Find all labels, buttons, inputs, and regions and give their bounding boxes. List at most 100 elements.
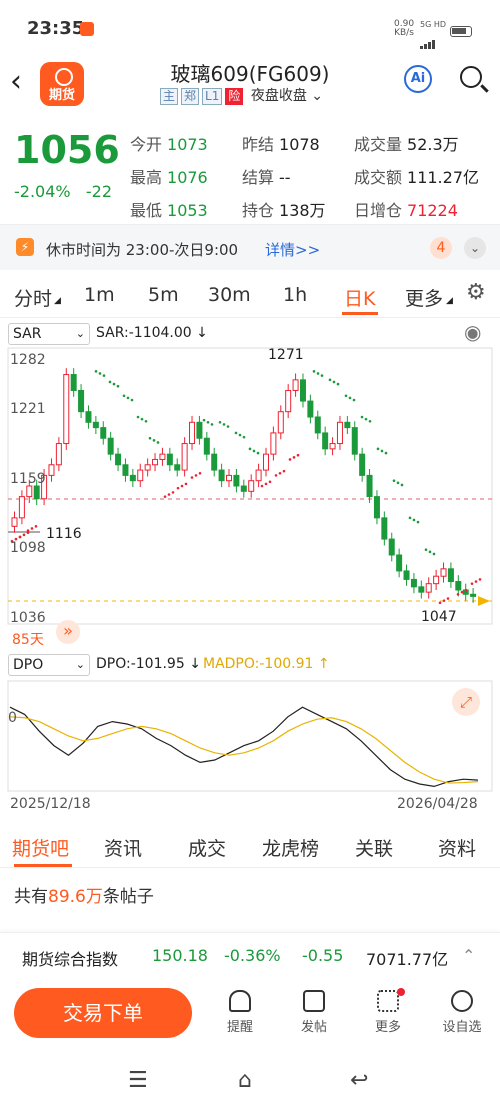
candle <box>322 432 329 450</box>
more-button[interactable]: 更多 <box>358 990 418 1035</box>
grid-icon <box>377 990 399 1012</box>
tab-related[interactable]: 关联 <box>355 838 394 860</box>
index-amount: 7071.77亿 <box>366 950 449 969</box>
sar-dot <box>380 449 384 453</box>
sar-dot <box>408 516 412 520</box>
madpo-value: MADPO:-100.91 ↑ <box>203 656 330 672</box>
trade-button[interactable]: 交易下单 <box>14 988 192 1038</box>
tab-forum[interactable]: 期货吧 <box>12 838 70 860</box>
tab-1m[interactable]: 1m <box>84 284 115 306</box>
low-value: 1053 <box>167 201 208 220</box>
tab-info[interactable]: 资料 <box>438 838 477 860</box>
low-label: 最低 <box>130 201 163 220</box>
sar-dot <box>152 439 156 442</box>
candle <box>255 469 262 482</box>
end-date: 2026/04/28 <box>397 796 478 812</box>
sar-dot <box>140 417 144 421</box>
eye-icon[interactable]: ◉ <box>464 320 482 344</box>
open-label: 今开 <box>130 135 163 154</box>
status-bar: 23:35 0.90 KB/s 5G HD <box>0 0 500 58</box>
candle <box>359 453 366 476</box>
expand-icon[interactable]: ⤢ <box>452 688 480 716</box>
tab-5m[interactable]: 5m <box>148 284 179 306</box>
settle-label: 结算 <box>242 168 275 187</box>
sar-value: SAR:-1104.00 ↓ <box>96 325 208 341</box>
sar-dot <box>98 372 102 375</box>
post-count: 共有89.6万条帖子 <box>14 887 154 907</box>
sar-dot <box>171 491 175 494</box>
candle <box>248 480 255 492</box>
index-ticker[interactable]: 期货综合指数 150.18 -0.36% -0.55 7071.77亿 ⌃ <box>0 932 500 978</box>
sub-indicator-select[interactable]: DPO ⌄ <box>8 654 90 676</box>
candle <box>388 538 395 556</box>
app-notification-icon <box>80 22 94 36</box>
sar-dot <box>102 374 106 377</box>
market-notice[interactable]: ⚡ 休市时间为 23:00-次日9:00 详情>> 4 ⌄ <box>0 224 500 270</box>
bell-icon <box>229 990 251 1012</box>
tag-exchange: 郑 <box>181 88 200 105</box>
candle <box>33 485 40 500</box>
back-nav-icon[interactable]: ↩ <box>350 1068 369 1093</box>
chevron-down-icon[interactable]: ⌄ <box>464 237 486 259</box>
sar-dot <box>344 394 348 398</box>
sar-dot <box>122 394 126 398</box>
sar-dot <box>238 433 242 437</box>
volume-label: 成交量 <box>354 135 403 154</box>
chevron-up-icon[interactable]: ⌃ <box>462 946 476 965</box>
sar-dot <box>26 531 30 535</box>
tab-30m[interactable]: 30m <box>208 284 251 306</box>
sar-dot <box>460 590 464 594</box>
tab-trades[interactable]: 成交 <box>188 838 227 860</box>
action-bar: 交易下单 提醒 发帖 更多 设自选 <box>0 980 500 1046</box>
sar-dot <box>320 374 324 377</box>
tab-news[interactable]: 资讯 <box>104 838 143 860</box>
sar-dot <box>126 396 130 400</box>
notice-count-badge[interactable]: 4 <box>430 237 452 259</box>
sar-dot <box>274 474 278 477</box>
search-icon[interactable] <box>460 66 482 88</box>
home-icon[interactable]: ⌂ <box>238 1068 252 1093</box>
double-chevron-icon[interactable]: » <box>56 620 80 644</box>
add-watchlist-button[interactable]: 设自选 <box>432 990 492 1035</box>
menu-icon[interactable]: ☰ <box>128 1068 148 1093</box>
sar-dot <box>167 493 171 496</box>
madpo-line <box>9 716 479 784</box>
tab-dragon-tiger[interactable]: 龙虎榜 <box>262 838 320 860</box>
candle <box>351 427 358 455</box>
main-indicator-select[interactable]: SAR ⌄ <box>8 323 90 345</box>
candle <box>336 421 343 445</box>
tab-intraday[interactable]: 分时 <box>14 288 53 310</box>
tab-more[interactable]: 更多 <box>405 288 444 310</box>
notice-details-link[interactable]: 详情>> <box>265 241 321 259</box>
tag-risk: 险 <box>225 88 244 105</box>
sar-dot <box>156 441 160 444</box>
tab-1h[interactable]: 1h <box>283 284 308 306</box>
sar-dot <box>94 370 98 373</box>
net-speed: 0.90 KB/s <box>394 19 415 38</box>
sar-dot <box>202 418 206 422</box>
tab-daily[interactable]: 日K <box>344 288 376 310</box>
candle <box>425 583 432 593</box>
sar-dot <box>278 471 282 475</box>
candle <box>70 374 77 391</box>
system-nav-bar: ☰ ⌂ ↩ <box>0 1060 500 1107</box>
chevron-down-icon[interactable]: ⌄ <box>306 88 324 104</box>
network-type: 5G HD <box>420 20 447 29</box>
start-date: 2025/12/18 <box>10 796 91 812</box>
candle <box>418 586 425 593</box>
candle <box>455 581 462 591</box>
back-icon[interactable]: ‹ <box>10 64 22 99</box>
session-status[interactable]: 夜盘收盘 <box>250 88 307 104</box>
kline-svg <box>7 347 493 792</box>
candle <box>92 421 99 429</box>
volume-value: 52.3万 <box>407 135 459 154</box>
kline-chart-area[interactable]: SAR ⌄ SAR:-1104.00 ↓ ◉ 1282 1221 1159 109… <box>0 318 500 818</box>
candle <box>196 421 203 439</box>
alert-button[interactable]: 提醒 <box>210 990 270 1035</box>
ai-button[interactable]: Ai <box>404 65 432 93</box>
candle <box>218 469 225 482</box>
sar-dot <box>364 417 368 421</box>
settings-gear-icon[interactable]: ⚙ <box>466 280 486 305</box>
post-button[interactable]: 发帖 <box>284 990 344 1035</box>
candle <box>307 400 314 418</box>
